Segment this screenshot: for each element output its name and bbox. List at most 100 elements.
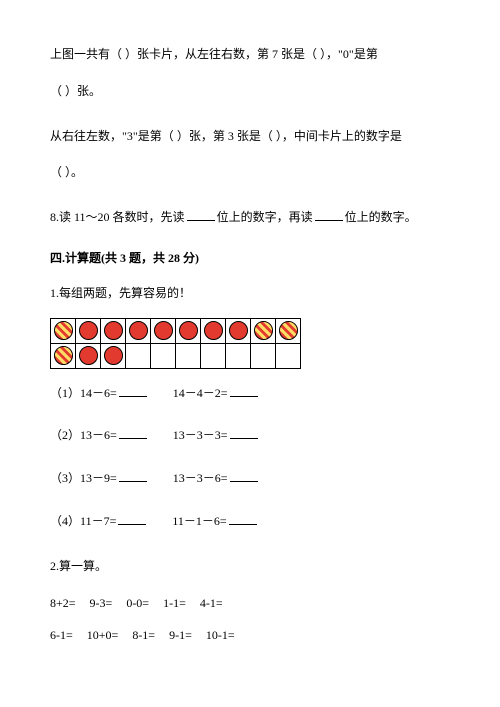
striped-circle-icon bbox=[254, 321, 273, 340]
equation-b: 13－3－3= bbox=[173, 421, 260, 450]
equation-a: （3）13－9= bbox=[50, 464, 149, 493]
fill-blank[interactable] bbox=[230, 468, 258, 482]
fill-blank[interactable] bbox=[119, 425, 147, 439]
equation-b: 13－3－6= bbox=[173, 464, 260, 493]
question-cards-line4: （ ）。 bbox=[50, 158, 450, 187]
calc-item: 10-1= bbox=[206, 621, 235, 650]
fill-blank[interactable] bbox=[119, 383, 147, 397]
question-1-title: 1.每组两题，先算容易的！ bbox=[50, 279, 450, 308]
grid-cell bbox=[76, 343, 101, 368]
circle-grid-figure bbox=[50, 318, 450, 369]
grid-cell bbox=[226, 343, 251, 368]
grid-cell bbox=[51, 318, 76, 343]
calc-item: 6-1= bbox=[50, 621, 73, 650]
equation-b: 11－1－6= bbox=[172, 507, 258, 536]
calc-item: 1-1= bbox=[163, 589, 186, 618]
text: ）张卡片，从左往右数，第 7 张是（ bbox=[125, 47, 317, 61]
grid-cell bbox=[176, 343, 201, 368]
text: 位上的数字。 bbox=[345, 210, 417, 224]
solid-circle-icon bbox=[104, 346, 123, 365]
striped-circle-icon bbox=[54, 321, 73, 340]
equation-row: （3）13－9= 13－3－6= bbox=[50, 464, 450, 493]
circle-grid-table bbox=[50, 318, 301, 369]
eq-expr: 11－7= bbox=[80, 514, 116, 528]
solid-circle-icon bbox=[154, 321, 173, 340]
text: ）张。 bbox=[65, 84, 101, 98]
equation-row: （4）11－7= 11－1－6= bbox=[50, 507, 450, 536]
calc-item: 9-1= bbox=[169, 621, 192, 650]
grid-cell bbox=[101, 343, 126, 368]
eq-expr: 13－9= bbox=[80, 471, 117, 485]
eq-expr: 13－6= bbox=[80, 428, 117, 442]
equation-a: （2）13－6= bbox=[50, 421, 149, 450]
text: （ bbox=[50, 165, 62, 179]
eq-expr: 14－4－2= bbox=[173, 386, 228, 400]
text: 8.读 11～20 各数时，先读 bbox=[50, 210, 185, 224]
text: ），中间卡片上的数字是 bbox=[276, 129, 402, 143]
calc-row-1: 8+2= 9-3= 0-0= 1-1= 4-1= bbox=[50, 589, 450, 618]
fill-blank[interactable] bbox=[230, 383, 258, 397]
equation-row: （1）14－6= 14－4－2= bbox=[50, 379, 450, 408]
grid-cell bbox=[276, 318, 301, 343]
calc-item: 10+0= bbox=[87, 621, 119, 650]
grid-cell bbox=[151, 343, 176, 368]
calc-item: 9-3= bbox=[90, 589, 113, 618]
text: 上图一共有（ bbox=[50, 47, 122, 61]
grid-cell bbox=[226, 318, 251, 343]
fill-blank[interactable] bbox=[187, 207, 215, 221]
text: ），"0"是第 bbox=[320, 47, 378, 61]
solid-circle-icon bbox=[79, 321, 98, 340]
grid-cell bbox=[76, 318, 101, 343]
eq-expr: 13－3－6= bbox=[173, 471, 228, 485]
text: （ bbox=[50, 84, 62, 98]
grid-cell bbox=[201, 343, 226, 368]
eq-number: （1） bbox=[50, 386, 80, 400]
fill-blank[interactable] bbox=[315, 207, 343, 221]
fill-blank[interactable] bbox=[119, 468, 147, 482]
question-cards-line2: （ ）张。 bbox=[50, 77, 450, 106]
fill-blank[interactable] bbox=[118, 511, 146, 525]
eq-number: （3） bbox=[50, 471, 80, 485]
equation-a: （4）11－7= bbox=[50, 507, 148, 536]
solid-circle-icon bbox=[79, 346, 98, 365]
solid-circle-icon bbox=[129, 321, 148, 340]
grid-cell bbox=[51, 343, 76, 368]
solid-circle-icon bbox=[229, 321, 248, 340]
solid-circle-icon bbox=[204, 321, 223, 340]
text: 位上的数字，再读 bbox=[217, 210, 313, 224]
question-8: 8.读 11～20 各数时，先读 位上的数字，再读 位上的数字。 bbox=[50, 203, 450, 232]
grid-cell bbox=[251, 343, 276, 368]
calc-item: 8+2= bbox=[50, 589, 76, 618]
calc-item: 4-1= bbox=[200, 589, 223, 618]
striped-circle-icon bbox=[279, 321, 298, 340]
equation-a: （1）14－6= bbox=[50, 379, 149, 408]
text: ）张，第 3 张是（ bbox=[177, 129, 273, 143]
question-cards-line3: 从右往左数，"3"是第（ ）张，第 3 张是（ ），中间卡片上的数字是 bbox=[50, 122, 450, 151]
grid-cell bbox=[251, 318, 276, 343]
fill-blank[interactable] bbox=[230, 425, 258, 439]
question-cards-line1: 上图一共有（ ）张卡片，从左往右数，第 7 张是（ ），"0"是第 bbox=[50, 40, 450, 69]
solid-circle-icon bbox=[104, 321, 123, 340]
calc-item: 8-1= bbox=[132, 621, 155, 650]
equation-row: （2）13－6= 13－3－3= bbox=[50, 421, 450, 450]
grid-cell bbox=[101, 318, 126, 343]
equation-b: 14－4－2= bbox=[173, 379, 260, 408]
question-2-title: 2.算一算。 bbox=[50, 552, 450, 581]
grid-cell bbox=[151, 318, 176, 343]
grid-cell bbox=[176, 318, 201, 343]
grid-cell bbox=[276, 343, 301, 368]
eq-number: （2） bbox=[50, 428, 80, 442]
eq-expr: 14－6= bbox=[80, 386, 117, 400]
text: 从右往左数，"3"是第（ bbox=[50, 129, 174, 143]
eq-expr: 13－3－3= bbox=[173, 428, 228, 442]
eq-expr: 11－1－6= bbox=[172, 514, 226, 528]
calc-item: 0-0= bbox=[126, 589, 149, 618]
grid-cell bbox=[126, 318, 151, 343]
section-4-header: 四.计算题(共 3 题，共 28 分) bbox=[50, 244, 450, 273]
grid-cell bbox=[201, 318, 226, 343]
striped-circle-icon bbox=[54, 346, 73, 365]
eq-number: （4） bbox=[50, 514, 80, 528]
fill-blank[interactable] bbox=[229, 511, 257, 525]
calc-row-2: 6-1= 10+0= 8-1= 9-1= 10-1= bbox=[50, 621, 450, 650]
solid-circle-icon bbox=[179, 321, 198, 340]
